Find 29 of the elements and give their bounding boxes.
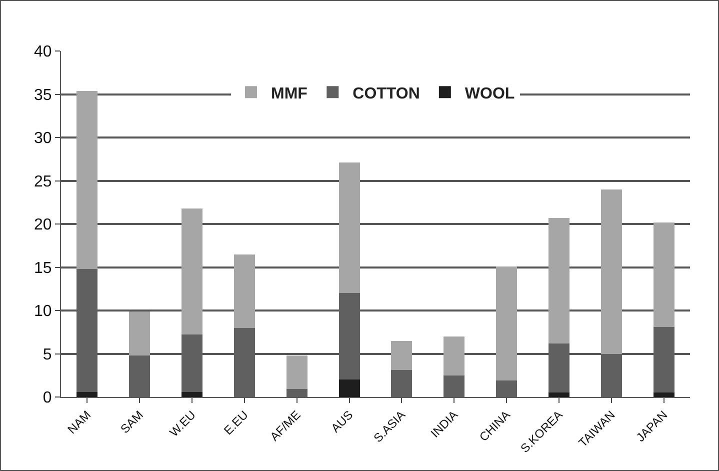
bar bbox=[444, 336, 465, 376]
y-tick-label: 20 bbox=[34, 216, 52, 234]
bar bbox=[548, 392, 570, 397]
bar bbox=[76, 392, 98, 397]
bar bbox=[76, 90, 98, 269]
bar bbox=[129, 311, 150, 356]
bar bbox=[653, 392, 674, 397]
y-tick-label: 30 bbox=[34, 130, 52, 148]
bar bbox=[600, 189, 622, 354]
y-tick-label: 15 bbox=[34, 260, 52, 277]
y-tick-label: 10 bbox=[34, 303, 52, 320]
bar bbox=[338, 380, 360, 397]
legend-label: COTTON bbox=[352, 85, 420, 102]
legend-label: MMF bbox=[271, 85, 308, 102]
bar bbox=[338, 162, 360, 294]
bar bbox=[182, 208, 203, 335]
bar bbox=[496, 266, 518, 381]
y-tick-label: 35 bbox=[34, 86, 52, 104]
y-tick-label: 25 bbox=[34, 173, 52, 190]
bar bbox=[548, 218, 570, 344]
bar bbox=[391, 340, 412, 370]
legend-label: WOOL bbox=[464, 85, 515, 102]
bar bbox=[234, 254, 255, 328]
bar bbox=[653, 222, 674, 327]
bar bbox=[182, 392, 203, 397]
y-tick-label: 5 bbox=[42, 346, 52, 364]
y-tick-label: 40 bbox=[34, 44, 52, 61]
y-tick-label: 0 bbox=[42, 390, 52, 407]
bar bbox=[286, 355, 308, 390]
